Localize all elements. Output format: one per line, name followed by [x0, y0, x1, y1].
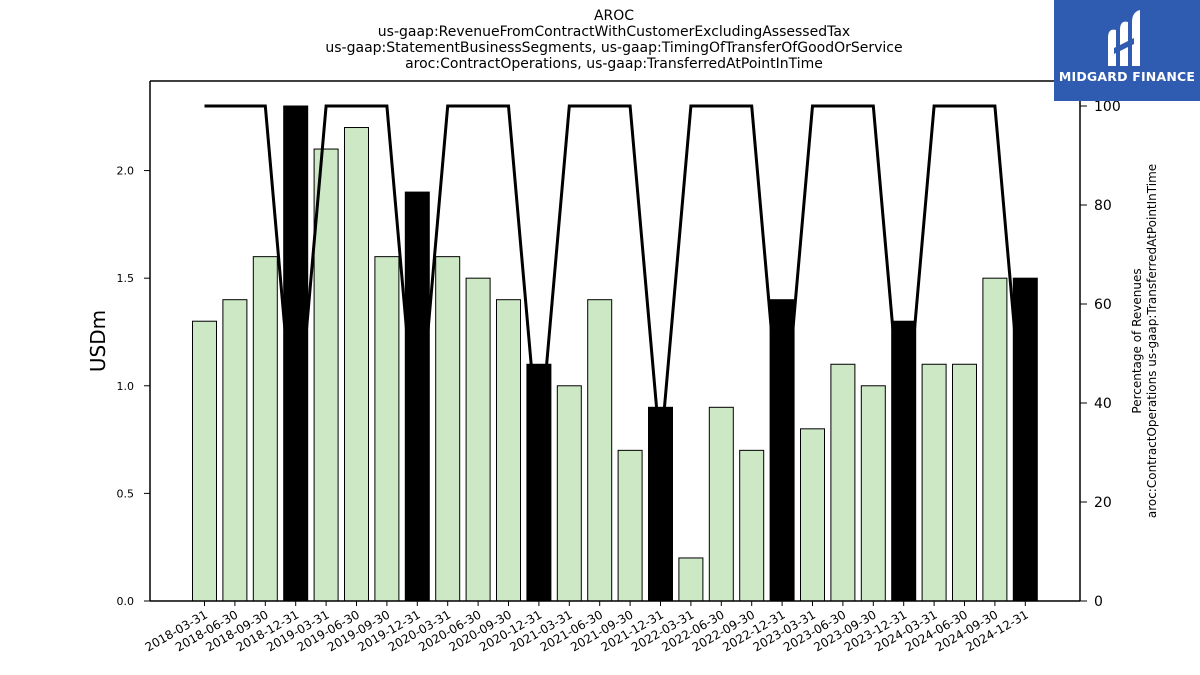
- line-series: [204, 104, 1027, 453]
- chart-title-line-1: AROC: [594, 8, 634, 24]
- chart-title-line-2: us-gaap:RevenueFromContractWithCustomerE…: [378, 24, 850, 40]
- bar-2018-03-31: [192, 320, 217, 602]
- bar-2019-06-30: [344, 127, 369, 602]
- bar-2019-09-30: [374, 256, 400, 602]
- chart-title-line-4: aroc:ContractOperations, us-gaap:Transfe…: [405, 56, 823, 72]
- right-tick-label: 40: [1094, 396, 1112, 412]
- bar-2023-03-31: [800, 428, 825, 602]
- midgard-logo-icon: [1108, 10, 1140, 66]
- right-tick-label: 60: [1094, 297, 1112, 313]
- bar-2018-06-30: [222, 299, 248, 602]
- left-tick-label: 1.0: [117, 380, 135, 393]
- right-tick-label: 20: [1094, 495, 1112, 511]
- bar-2024-03-31: [921, 363, 947, 602]
- bar-2022-03-31: [678, 557, 704, 602]
- bar-2023-09-30: [860, 385, 886, 602]
- chart-title-line-3: us-gaap:StatementBusinessSegments, us-ga…: [325, 40, 902, 56]
- right-tick-label: 80: [1094, 198, 1112, 214]
- bar-2024-06-30: [952, 363, 977, 602]
- left-tick-label: 0.0: [117, 595, 135, 608]
- bar-2018-09-30: [252, 256, 278, 602]
- bar-2021-06-30: [587, 299, 613, 602]
- bar-2021-03-31: [556, 385, 582, 602]
- bar-2020-09-30: [496, 299, 521, 602]
- right-tick-label: 100: [1094, 99, 1121, 115]
- y-axis-label-left: USDm: [86, 310, 110, 372]
- logo-text: MIDGARD FINANCE: [1058, 69, 1196, 84]
- bar-2019-12-31: [404, 191, 430, 602]
- right-tick-label: 0: [1094, 594, 1103, 610]
- bar-2021-09-30: [617, 449, 643, 602]
- bar-2023-06-30: [830, 363, 856, 602]
- x-axis-ticks: 2018-03-312018-06-302018-09-302018-12-31…: [143, 601, 1031, 654]
- left-y-axis-ticks: 0.0 0.5 1.0 1.5 2.0: [117, 165, 150, 608]
- bar-2020-03-31: [435, 256, 461, 602]
- y-axis-label-right-line-1: Percentage of Revenues: [1130, 268, 1144, 413]
- chart-title: AROC us-gaap:RevenueFromContractWithCust…: [325, 8, 902, 72]
- percentage-line: [204, 104, 1027, 453]
- bar-2020-06-30: [465, 277, 491, 602]
- midgard-finance-logo: MIDGARD FINANCE: [1054, 0, 1200, 101]
- bar-2022-09-30: [739, 449, 765, 602]
- bar-2022-06-30: [708, 406, 734, 602]
- bar-2020-12-31: [526, 363, 552, 602]
- axes: [149, 80, 1081, 602]
- right-y-axis-ticks: 0 20 40 60 80 100: [1080, 99, 1121, 610]
- bar-series: [192, 105, 1038, 602]
- left-tick-label: 1.5: [117, 272, 135, 285]
- left-tick-label: 2.0: [117, 165, 135, 178]
- y-axis-label-right-line-2: aroc:ContractOperations us-gaap:Transfer…: [1145, 164, 1159, 518]
- bar-2024-09-30: [982, 277, 1008, 602]
- bar-2023-12-31: [891, 320, 917, 602]
- left-tick-label: 0.5: [117, 487, 135, 500]
